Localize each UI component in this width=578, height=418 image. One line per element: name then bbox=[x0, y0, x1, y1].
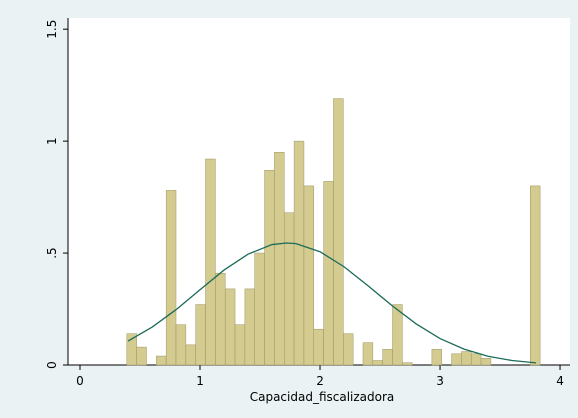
bar bbox=[244, 288, 255, 366]
bar bbox=[264, 169, 275, 366]
bar bbox=[175, 324, 187, 366]
bar bbox=[185, 344, 196, 366]
bar bbox=[392, 304, 403, 366]
y-tick-label: 1 bbox=[45, 137, 59, 145]
x-tick-label: 4 bbox=[556, 374, 564, 388]
bar bbox=[402, 362, 413, 366]
bar bbox=[451, 353, 462, 366]
bar bbox=[431, 349, 442, 366]
x-tick-label: 3 bbox=[436, 374, 444, 388]
y-tick-label: 1.5 bbox=[45, 20, 59, 39]
x-tick-label: 1 bbox=[196, 374, 204, 388]
bar bbox=[284, 212, 295, 366]
bar bbox=[195, 304, 206, 366]
bar bbox=[480, 358, 492, 366]
plot-area bbox=[68, 18, 570, 365]
density-curve bbox=[127, 242, 537, 364]
y-tick-label: .5 bbox=[45, 247, 59, 258]
bar bbox=[136, 346, 147, 366]
x-tick-label: 0 bbox=[76, 374, 84, 388]
bar bbox=[224, 288, 236, 366]
x-tick-label: 2 bbox=[316, 374, 324, 388]
bar bbox=[205, 158, 216, 366]
bar bbox=[165, 190, 177, 366]
bar bbox=[234, 324, 246, 366]
x-axis-title: Capacidad_fiscalizadora bbox=[250, 390, 395, 404]
y-tick-label: 0 bbox=[45, 361, 59, 369]
bar bbox=[215, 272, 226, 366]
bar bbox=[274, 152, 285, 366]
bar bbox=[530, 185, 541, 366]
bar bbox=[382, 349, 393, 366]
bar bbox=[362, 342, 374, 366]
bar bbox=[470, 353, 482, 366]
bar bbox=[254, 252, 265, 366]
bar bbox=[323, 181, 334, 366]
bar bbox=[313, 328, 324, 366]
bar bbox=[343, 333, 354, 366]
bar bbox=[333, 98, 344, 366]
bar bbox=[461, 351, 472, 366]
bar bbox=[303, 185, 315, 366]
bar bbox=[372, 360, 383, 366]
bar bbox=[156, 355, 167, 366]
bar bbox=[293, 140, 305, 366]
